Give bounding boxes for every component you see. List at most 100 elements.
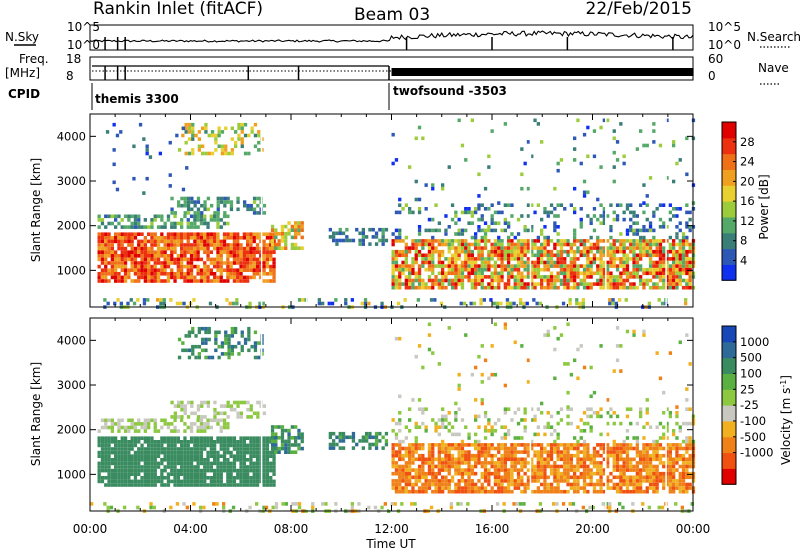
cell [437,443,441,447]
cell [120,476,124,480]
cell [612,453,616,458]
nave-bar [685,68,688,76]
cell [540,457,544,462]
cell [457,232,461,236]
cell [635,443,639,447]
cell [176,272,180,276]
cell [447,257,451,261]
cell [490,129,494,133]
cell [104,454,108,458]
cell [187,330,192,335]
cell [222,461,227,466]
cell [427,228,432,233]
cell [173,454,177,458]
cell [414,197,418,202]
cell [566,285,570,290]
cell [104,225,108,229]
cell [553,225,557,229]
cell [563,257,567,261]
cell [582,249,587,254]
power-ylabel: Slant Range [km] [29,158,43,262]
cell [114,232,118,236]
cell [262,454,266,458]
cell [184,334,188,338]
nave-bar [558,68,561,76]
nave-bar [580,68,583,76]
cell [246,443,250,448]
cell [427,457,432,462]
cell [180,407,184,412]
cell [507,450,511,454]
cell [117,275,121,280]
cell [602,239,606,243]
cell [615,239,620,243]
cell [110,436,114,440]
nave-bar [598,68,602,76]
cell [586,190,590,195]
cell [287,446,291,451]
cell [447,282,451,286]
cell [173,236,177,240]
cell [243,341,248,345]
cpid-segment-1: themis 3300 [95,92,179,106]
cell [294,221,298,225]
cell [516,232,521,236]
cell [229,479,233,484]
cell [642,235,646,240]
cell [431,461,435,465]
cell [655,468,659,472]
cell [232,483,237,487]
cell [265,436,270,440]
cell [586,214,590,218]
cell [246,472,250,476]
cell [262,243,266,247]
cell [520,443,524,447]
cell [120,268,124,272]
cell [408,278,412,283]
cell [424,475,428,480]
cell [242,250,246,254]
cell [549,443,554,447]
cell [569,457,573,462]
cell [658,257,663,261]
cell [181,187,186,192]
cell [220,130,225,134]
cell [421,257,425,261]
cell [249,250,253,254]
cell [526,203,531,207]
cell [176,239,180,244]
cell [612,482,616,487]
cell [589,235,593,240]
cell [269,232,273,236]
cell [394,210,399,215]
cell [602,285,606,290]
cell [507,468,511,472]
cell [404,453,408,458]
cell [563,285,567,290]
cell [209,418,213,423]
cell [467,453,471,458]
cell [408,271,412,276]
cell [196,461,200,466]
cell [672,475,676,480]
cell [480,217,484,222]
cell [599,285,603,290]
cell [596,464,600,469]
cell [599,471,603,476]
cell [206,443,210,448]
cell [629,464,633,469]
cell [150,236,154,240]
cell [391,275,395,279]
cell [510,267,514,272]
cell [523,242,527,247]
cell [639,267,643,272]
cell [523,264,527,268]
cell [229,272,233,276]
cell [546,464,550,469]
cell [520,257,524,261]
cell [130,268,134,272]
cell [437,464,441,469]
cell [381,227,385,232]
cell [526,453,531,458]
cell [189,246,194,251]
